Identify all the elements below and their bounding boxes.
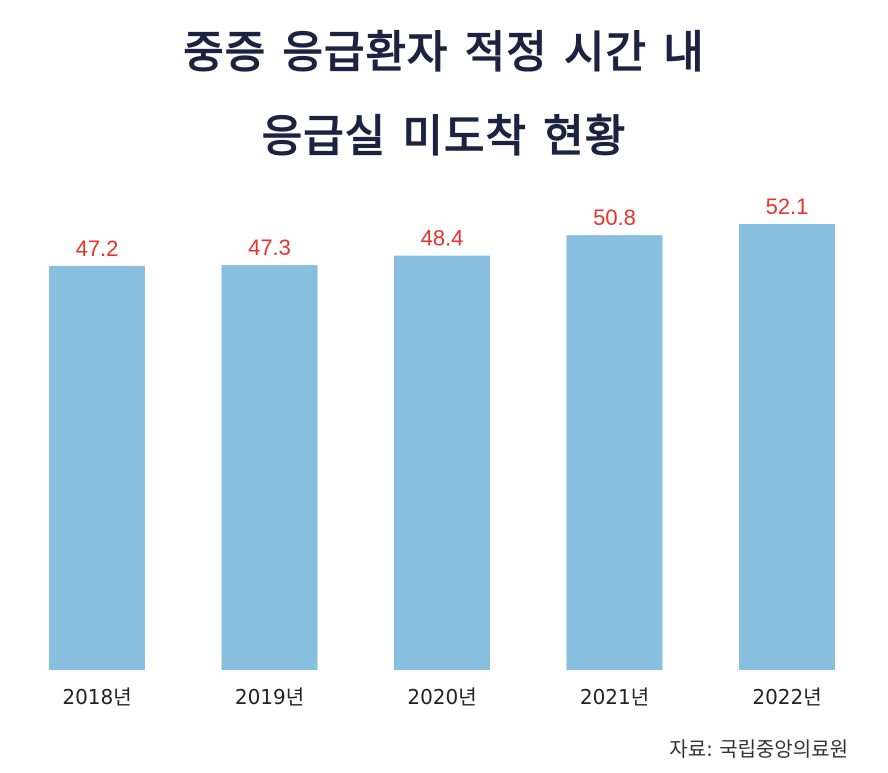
chart-title-line-1: 중증 응급환자 적정 시간 내	[183, 27, 705, 78]
value-label-4: 52.1	[766, 194, 809, 219]
value-label-1: 47.3	[248, 235, 291, 260]
value-label-3: 50.8	[593, 205, 636, 230]
bar-0	[49, 265, 145, 670]
x-tick-label-1: 2019년	[235, 685, 304, 709]
value-label-2: 48.4	[421, 226, 464, 251]
bar-3	[566, 235, 663, 670]
bar-4	[739, 224, 835, 670]
chart-title-line-2: 응급실 미도착 현황	[261, 111, 627, 162]
x-tick-label-0: 2018년	[62, 685, 131, 709]
x-tick-label-3: 2021년	[580, 685, 649, 709]
x-tick-label-4: 2022년	[752, 685, 821, 709]
bar-1	[221, 265, 318, 670]
source-note: 자료: 국립중앙의료원	[669, 737, 848, 761]
value-label-0: 47.2	[76, 236, 119, 261]
bar-2	[394, 255, 490, 670]
x-tick-label-2: 2020년	[407, 685, 476, 709]
